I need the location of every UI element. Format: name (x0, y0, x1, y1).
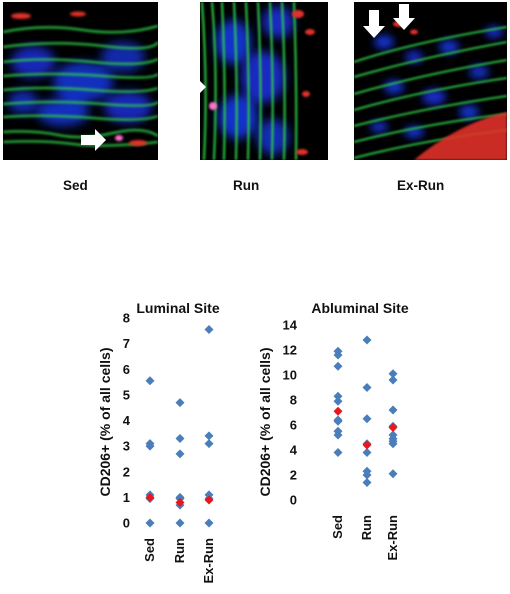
data-point (388, 375, 398, 385)
data-point (204, 518, 214, 528)
data-point (175, 398, 185, 408)
x-tick-label: Ex-Run (385, 515, 400, 561)
chart-title: Abluminal Site (311, 300, 408, 316)
data-point (333, 416, 343, 426)
data-point (388, 405, 398, 415)
y-tick-label: 1 (123, 490, 130, 505)
arrow-icon (81, 129, 106, 151)
data-point (333, 430, 343, 440)
arrow-icon (393, 4, 415, 30)
y-axis-label: CD206+ (% of all cells) (97, 347, 113, 496)
y-tick-label: 6 (290, 418, 297, 433)
mean-point (333, 406, 343, 416)
y-tick-label: 6 (123, 362, 130, 377)
panel-label-sed: Sed (63, 178, 88, 193)
data-point (388, 469, 398, 479)
micrograph-run (178, 2, 328, 160)
data-point (175, 433, 185, 443)
abluminal-chart: Abluminal Site CD206+ (% of all cells) 0… (257, 300, 409, 561)
y-tick-label: 14 (283, 318, 298, 333)
y-tick-label: 8 (290, 393, 297, 408)
x-tick-label: Ex-Run (201, 538, 216, 584)
y-tick-label: 0 (290, 493, 297, 508)
panel-label-ex-run: Ex-Run (397, 178, 445, 193)
data-point (333, 361, 343, 371)
data-point (145, 376, 155, 386)
arrow-icon (181, 76, 206, 98)
data-point (362, 470, 372, 480)
mean-point (175, 498, 185, 507)
data-point (362, 478, 372, 487)
data-point (175, 449, 185, 459)
x-tick-label: Run (359, 515, 374, 540)
x-tick-label: Sed (142, 538, 157, 562)
y-tick-label: 2 (290, 468, 297, 483)
data-point (362, 335, 372, 345)
y-tick-label: 2 (123, 464, 130, 479)
y-tick-label: 7 (123, 336, 130, 351)
micrograph-sed (3, 2, 158, 160)
data-point (175, 518, 185, 528)
data-point (145, 441, 155, 451)
mean-point (362, 440, 372, 450)
data-point (145, 518, 155, 528)
luminal-chart: Luminal Site CD206+ (% of all cells) 0 1 2… (97, 300, 220, 584)
data-point (388, 439, 398, 449)
data-point (204, 325, 214, 335)
mean-point (204, 495, 214, 505)
mean-point (388, 423, 398, 432)
x-tick-label: Run (172, 538, 187, 563)
data-point (204, 439, 214, 449)
y-tick-label: 12 (283, 343, 297, 358)
y-axis-label: CD206+ (% of all cells) (257, 347, 273, 496)
data-point (333, 391, 343, 401)
arrow-icon (363, 10, 385, 38)
data-point (333, 396, 343, 406)
y-tick-label: 4 (123, 413, 131, 428)
y-tick-label: 10 (283, 368, 297, 383)
y-tick-label: 3 (123, 439, 130, 454)
panel-label-run: Run (233, 178, 260, 193)
y-tick-label: 8 (123, 311, 130, 326)
data-point (204, 431, 214, 441)
x-tick-label: Sed (330, 515, 345, 539)
y-tick-label: 4 (290, 443, 298, 458)
y-tick-label: 5 (123, 387, 130, 402)
data-point (388, 369, 398, 379)
chart-title: Luminal Site (136, 300, 219, 316)
data-point (333, 448, 343, 457)
data-point (362, 383, 372, 392)
mean-point (145, 492, 155, 502)
data-point (333, 350, 343, 360)
data-point (362, 448, 372, 457)
y-tick-label: 0 (123, 516, 130, 531)
data-point (362, 414, 372, 424)
micrograph-ex-run (354, 2, 507, 160)
